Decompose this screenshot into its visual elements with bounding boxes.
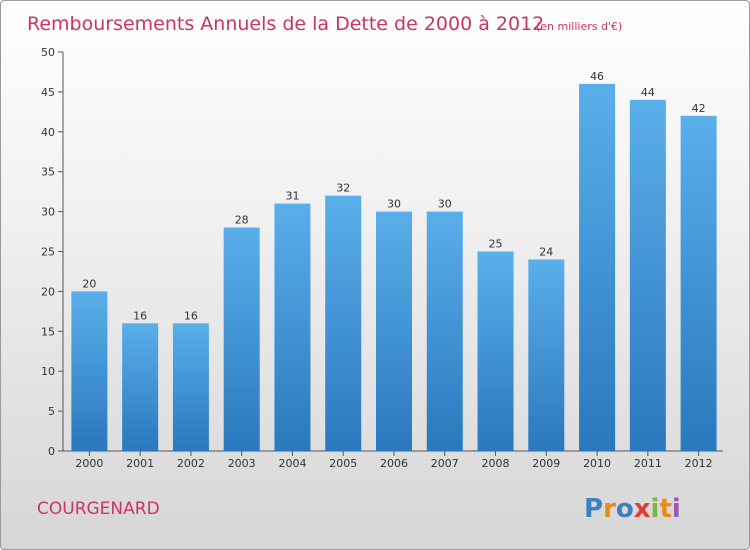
proxiti-logo: Proxiti [584,494,681,524]
x-tick-label: 2007 [431,457,459,470]
x-tick-label: 2011 [634,457,662,470]
x-tick-label: 2009 [532,457,560,470]
bar [528,259,565,451]
data-label: 30 [438,198,452,211]
logo-letter: r [603,494,616,524]
logo-letter: t [659,494,671,524]
bar [629,99,666,451]
data-label: 46 [590,70,604,83]
y-tick-label: 10 [41,365,55,378]
data-label: 16 [184,309,198,322]
y-tick-label: 5 [48,405,55,418]
data-label: 44 [641,86,655,99]
chart-subtitle: (en milliers d'€) [536,20,622,33]
data-label: 30 [387,198,401,211]
x-tick-label: 2004 [278,457,306,470]
data-label: 16 [133,309,147,322]
y-tick-label: 50 [41,46,55,59]
bars-group: 20 16 16 28 31 32 30 30 25 24 46 44 42 [71,70,717,452]
data-label: 28 [235,214,249,227]
bar [477,251,514,451]
bar [325,195,362,451]
y-tick-label: 15 [41,325,55,338]
data-label: 31 [285,190,299,203]
logo-letter: i [672,494,681,524]
bar [579,83,616,452]
y-tick-label: 25 [41,246,55,259]
bar [122,323,159,451]
x-tick-label: 2010 [583,457,611,470]
y-tick-label: 35 [41,166,55,179]
y-tick-label: 40 [41,126,55,139]
data-label: 32 [336,182,350,195]
x-tick-label: 2012 [685,457,713,470]
bar [426,211,463,451]
x-tick-label: 2000 [75,457,103,470]
data-label: 24 [539,245,553,258]
bar [172,323,209,451]
y-tick-label: 0 [48,445,55,458]
logo-letter: x [634,494,651,524]
logo-letter: P [584,494,603,524]
data-label: 42 [692,102,706,115]
data-label: 25 [489,238,503,251]
x-tick-label: 2002 [177,457,205,470]
data-label: 20 [82,277,96,290]
bar [680,115,717,451]
x-tick-label: 2003 [228,457,256,470]
x-tick-label: 2001 [126,457,154,470]
logo-letter: o [616,494,634,524]
y-tick-label: 20 [41,285,55,298]
x-tick-label: 2005 [329,457,357,470]
logo-letter: i [651,494,660,524]
y-tick-label: 45 [41,86,55,99]
commune-name: COURGENARD [37,499,160,519]
y-tick-label: 30 [41,206,55,219]
x-tick-label: 2008 [482,457,510,470]
bar [71,291,108,451]
chart-title: Remboursements Annuels de la Dette de 20… [27,13,544,35]
x-tick-label: 2006 [380,457,408,470]
bar [376,211,412,451]
bar [223,227,260,451]
axes: 0 5 10 15 20 25 30 35 40 45 50 2000 2001 2002 2003 2004… [41,46,723,470]
bar [274,203,311,451]
